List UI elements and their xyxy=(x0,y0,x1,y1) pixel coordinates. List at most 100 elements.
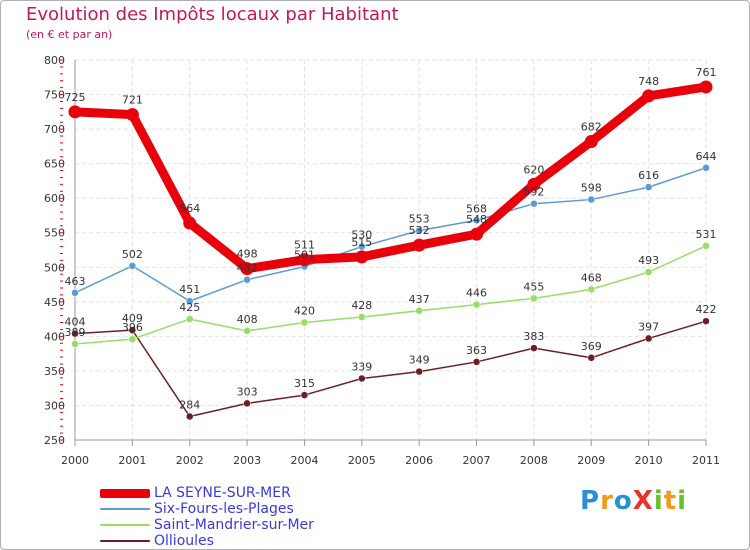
data-point xyxy=(358,242,366,251)
y-tick-label: 300 xyxy=(44,399,65,412)
data-point xyxy=(355,250,369,264)
data-label: 616 xyxy=(638,169,659,182)
data-point xyxy=(702,242,710,250)
legend-swatch-ollioules xyxy=(100,540,150,542)
data-point xyxy=(71,289,79,297)
data-label: 501 xyxy=(294,249,315,262)
data-label: 548 xyxy=(466,213,487,226)
y-tick-label: 800 xyxy=(44,54,65,67)
data-label: 422 xyxy=(696,303,717,316)
data-label: 428 xyxy=(351,299,372,312)
x-tick-label: 2010 xyxy=(635,454,663,467)
x-tick-label: 2008 xyxy=(520,454,548,467)
data-label: 515 xyxy=(351,236,372,249)
data-label: 383 xyxy=(523,330,544,343)
data-point xyxy=(358,374,366,383)
legend-label-ollioules: Ollioules xyxy=(154,533,214,549)
data-label: 564 xyxy=(179,202,200,215)
y-tick-label: 600 xyxy=(44,192,65,205)
data-label: 748 xyxy=(638,75,659,88)
data-point xyxy=(642,89,656,103)
x-tick-label: 2000 xyxy=(61,454,89,467)
y-tick-label: 750 xyxy=(44,89,65,102)
data-point xyxy=(300,391,309,399)
data-point xyxy=(644,334,653,343)
data-label: 463 xyxy=(65,275,86,288)
legend-item-saint-mandrier[interactable]: Saint-Mandrier-sur-Mer xyxy=(100,517,314,533)
data-label: 502 xyxy=(122,248,143,261)
data-point xyxy=(415,307,423,315)
y-tick-label: 650 xyxy=(44,158,65,171)
data-label: 568 xyxy=(466,202,487,215)
data-label-layer: 404 409 284 303 315 339 349 363 383 369 397 422 389 3… xyxy=(65,66,717,412)
data-label: 437 xyxy=(409,293,430,306)
data-point xyxy=(472,216,481,225)
data-label: 511 xyxy=(294,239,315,252)
data-label: 644 xyxy=(696,150,717,163)
legend-label-six-fours: Six-Fours-les-Plages xyxy=(154,501,294,517)
logo-letter: i xyxy=(653,486,664,516)
data-point xyxy=(587,195,596,204)
data-point xyxy=(125,108,139,122)
data-label: 408 xyxy=(237,313,258,326)
data-point xyxy=(412,238,426,252)
data-point xyxy=(472,300,481,309)
x-tick-label: 2002 xyxy=(176,454,204,467)
data-label: 349 xyxy=(409,354,430,367)
data-point xyxy=(183,216,197,230)
data-point xyxy=(243,327,251,335)
y-tick-label: 700 xyxy=(44,123,65,136)
data-point xyxy=(702,164,710,172)
data-point xyxy=(243,275,251,284)
proxiti-logo: ProXiti xyxy=(580,486,687,516)
x-tick-label: 2009 xyxy=(577,454,605,467)
data-point xyxy=(358,313,366,321)
data-point xyxy=(300,318,309,327)
data-point xyxy=(472,358,481,366)
data-point xyxy=(415,226,423,235)
series-line-1 xyxy=(74,167,707,302)
x-tick-label: 2001 xyxy=(118,454,146,467)
data-point xyxy=(587,285,596,294)
data-label: 420 xyxy=(294,305,315,318)
data-label: 369 xyxy=(581,340,602,353)
data-point xyxy=(470,227,484,241)
data-point xyxy=(415,367,423,376)
data-label: 725 xyxy=(65,91,86,104)
y-tick-label: 550 xyxy=(44,227,65,240)
x-tick-label: 2005 xyxy=(348,454,376,467)
logo-letter: t xyxy=(663,486,678,516)
data-label: 592 xyxy=(523,186,544,199)
axis-layer: 250 300 350 400 450 500 550 600 650 700 750 800 2000… xyxy=(44,54,720,467)
x-tick-label: 2004 xyxy=(290,454,318,467)
data-point xyxy=(240,262,254,276)
data-point xyxy=(297,253,311,267)
series-line-0 xyxy=(70,82,711,274)
data-label: 761 xyxy=(696,66,717,79)
data-point xyxy=(243,399,251,408)
series-layer xyxy=(68,80,713,421)
chart-subtitle: (en € et par an) xyxy=(26,28,113,41)
data-point xyxy=(584,135,598,149)
legend-item-six-fours[interactable]: Six-Fours-les-Plages xyxy=(100,501,314,517)
data-point xyxy=(185,412,194,421)
legend-label-saint-mandrier: Saint-Mandrier-sur-Mer xyxy=(154,517,314,533)
chart-title: Evolution des Impôts locaux par Habitant xyxy=(26,4,399,25)
logo-letter: P xyxy=(580,486,601,516)
data-label: 530 xyxy=(351,229,372,242)
data-label: 409 xyxy=(122,312,143,325)
logo-letter: o xyxy=(613,486,633,516)
data-label: 425 xyxy=(179,301,200,314)
logo-letter: i xyxy=(677,486,688,516)
legend-item-la-seyne[interactable]: LA SEYNE-SUR-MER xyxy=(100,485,314,501)
data-label: 315 xyxy=(294,377,315,390)
legend-item-ollioules[interactable]: Ollioules xyxy=(100,533,314,549)
data-label: 498 xyxy=(237,248,258,261)
logo-letter: r xyxy=(600,486,614,516)
data-label: 446 xyxy=(466,287,487,300)
data-point xyxy=(128,335,137,343)
x-tick-label: 2003 xyxy=(233,454,261,467)
x-tick-label: 2006 xyxy=(405,454,433,467)
data-point xyxy=(128,326,137,334)
